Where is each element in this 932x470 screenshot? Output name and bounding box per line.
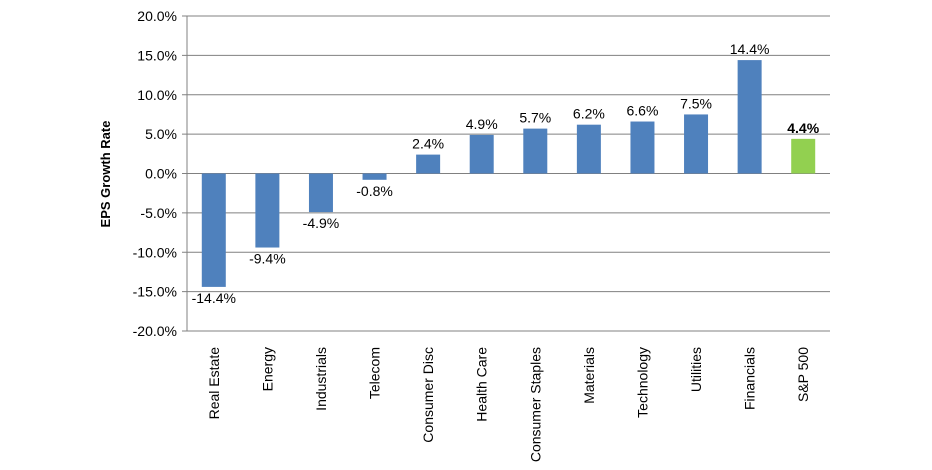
bar-real-estate [201,173,226,287]
gridlines [182,15,830,332]
y-axis-label: EPS Growth Rate [98,121,113,228]
y-tick-label: 20.0% [137,8,177,24]
x-tick-label-industrials: Industrials [313,347,329,411]
data-label-utilities: 7.5% [680,95,712,111]
y-tick-label: 5.0% [145,126,177,142]
y-tick-label: 0.0% [145,166,177,182]
x-tick-label-real-estate: Real Estate [206,347,222,420]
bar-consumer-disc [416,154,441,174]
bar-financials [737,60,762,174]
x-tick-label-consumer-staples: Consumer Staples [527,347,543,462]
data-label-telecom: -0.8% [356,183,393,199]
data-label-industrials: -4.9% [303,215,340,231]
data-labels: -14.4% -9.4% -4.9% -0.8% 2.4% 4.9% 5.7% 6.2% 6.6… [192,41,820,306]
y-axis-ticks: 20.0% 15.0% 10.0% 5.0% 0.0% -5.0% -10.0% -15.0%… [133,8,177,339]
y-tick-label: -20.0% [133,323,177,339]
bar-s-p-500 [791,138,816,174]
data-label-s-p-500: 4.4% [787,120,819,136]
data-label-health-care: 4.9% [466,116,498,132]
bar-energy [255,173,280,248]
data-label-real-estate: -14.4% [192,290,236,306]
x-tick-label-s-p-500: S&P 500 [795,347,811,402]
bar-materials [576,124,601,174]
data-label-consumer-disc: 2.4% [412,136,444,152]
data-label-energy: -9.4% [249,251,286,267]
x-tick-label-consumer-disc: Consumer Disc [420,347,436,443]
x-axis-ticks: Real Estate Energy Industrials Telecom Consu… [206,347,811,462]
y-tick-label: 15.0% [137,47,177,63]
y-tick-label: -10.0% [133,244,177,260]
bar-industrials [308,173,333,213]
bar-utilities [684,114,709,174]
data-label-technology: 6.6% [626,103,658,119]
x-tick-label-telecom: Telecom [367,347,383,399]
data-label-financials: 14.4% [730,41,770,57]
bars [201,60,816,287]
y-tick-label: -5.0% [140,205,177,221]
x-tick-label-technology: Technology [634,347,650,418]
x-tick-label-health-care: Health Care [474,347,490,422]
y-tick-label: 10.0% [137,87,177,103]
x-tick-label-utilities: Utilities [688,347,704,392]
bar-consumer-staples [523,128,548,174]
x-tick-label-materials: Materials [581,347,597,404]
x-tick-label-financials: Financials [742,347,758,410]
x-tick-label-energy: Energy [259,347,275,391]
y-tick-label: -15.0% [133,284,177,300]
bar-telecom [362,173,387,180]
data-label-consumer-staples: 5.7% [519,110,551,126]
bar-technology [630,121,655,174]
bar-health-care [469,134,494,174]
data-label-materials: 6.2% [573,106,605,122]
